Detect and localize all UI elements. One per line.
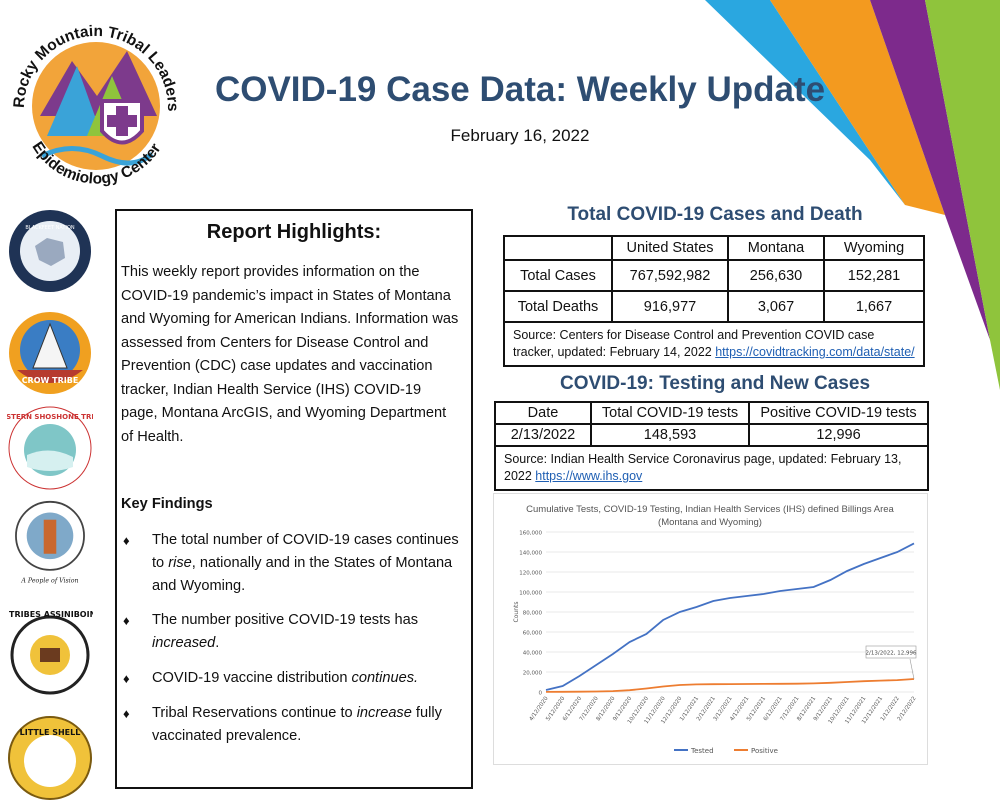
fort-peck-text: FT. PECK TRIBES ASSINIBOINE SIOUX: [7, 610, 93, 619]
report-date: February 16, 2022: [450, 126, 590, 145]
finding-item: ♦ The number positive COVID-19 tests has …: [121, 609, 467, 655]
ihs-source-link[interactable]: https://www.ihs.gov: [535, 469, 643, 483]
table-row: Total Cases 767,592,982 256,630 152,281: [503, 259, 925, 292]
finding-item: ♦ The total number of COVID-19 cases cont…: [121, 529, 467, 598]
key-findings-heading: Key Findings: [121, 496, 213, 512]
deco-purple-stripe: [870, 0, 990, 340]
y-tick-label: 40,000: [523, 651, 543, 657]
annotation-leader: [909, 658, 915, 680]
key-findings-list: ♦ The total number of COVID-19 cases cont…: [121, 529, 467, 748]
diamond-bullet-icon: ♦: [123, 706, 130, 721]
column-header: Positive COVID-19 tests: [748, 401, 929, 425]
y-tick-label: 0: [539, 691, 543, 697]
testing-source-text: Source: Indian Health Service Coronaviru…: [504, 452, 902, 483]
legend-label-positive: Positive: [751, 747, 778, 755]
y-tick-label: 20,000: [523, 671, 543, 677]
table-cell: 1,667: [823, 290, 925, 323]
y-tick-label: 100,000: [519, 591, 542, 597]
little-shell-logo: LITTLE SHELL: [8, 716, 92, 800]
source-row: Source: Centers for Disease Control and …: [503, 321, 925, 367]
corner-decoration: [705, 0, 1000, 390]
testing-table-title: COVID-19: Testing and New Cases: [559, 373, 871, 394]
diamond-bullet-icon: ♦: [123, 613, 130, 628]
eastern-shoshone-text: EASTERN SHOSHONE TRIBE: [7, 413, 93, 421]
blackfeet-text: BLACKFEET NATION: [25, 225, 75, 231]
table-cell: 256,630: [727, 259, 825, 292]
testing-chart: Cumulative Tests, COVID-19 Testing, Indi…: [493, 493, 928, 765]
diamond-bullet-icon: ♦: [123, 533, 130, 548]
fort-peck-tribes-logo: FT. PECK TRIBES ASSINIBOINE SIOUX: [7, 610, 93, 695]
table-row: Total Deaths 916,977 3,067 1,667: [503, 290, 925, 323]
cases-corner-cell: [503, 235, 613, 261]
y-tick-label: 160,000: [519, 531, 542, 537]
finding-item: ♦ COVID-19 vaccine distribution continues…: [121, 667, 467, 690]
annotation-label: 2/13/2022, 12,996: [866, 651, 917, 657]
cases-table-title: Total COVID-19 Cases and Death: [567, 204, 863, 225]
legend-label-tested: Tested: [690, 747, 714, 755]
y-tick-label: 140,000: [519, 551, 542, 557]
highlights-intro: This weekly report provides information …: [121, 264, 459, 445]
table-cell: 148,593: [590, 423, 750, 447]
chart-title: Cumulative Tests, COVID-19 Testing, Indi…: [526, 504, 894, 515]
y-axis-label: Counts: [513, 602, 520, 623]
page-title: COVID-19 Case Data: Weekly Update: [214, 70, 826, 109]
y-tick-label: 80,000: [523, 611, 543, 617]
cskt-logo: A People of Vision: [15, 500, 85, 584]
table-cell: 2/13/2022: [494, 423, 592, 447]
chart-svg: Cumulative Tests, COVID-19 Testing, Indi…: [513, 504, 918, 755]
deco-orange-stripe: [770, 0, 945, 215]
blackfeet-nation-logo: BLACKFEET NATION: [9, 210, 91, 292]
deco-green-stripe: [925, 0, 1000, 390]
column-header: United States: [611, 235, 729, 261]
column-header: Date: [494, 401, 592, 425]
row-label: Total Deaths: [503, 290, 613, 323]
column-header: Wyoming: [823, 235, 925, 261]
eastern-shoshone-logo: EASTERN SHOSHONE TRIBE: [7, 406, 93, 490]
cskt-motto: A People of Vision: [20, 577, 78, 584]
finding-item: ♦ Tribal Reservations continue to increas…: [121, 702, 467, 748]
testing-header-row: Date Total COVID-19 tests Positive COVID…: [494, 401, 929, 425]
y-tick-label: 60,000: [523, 631, 543, 637]
cases-header-row: United States Montana Wyoming: [503, 235, 925, 261]
highlights-heading: Report Highlights:: [206, 221, 382, 243]
table-row: 2/13/2022 148,593 12,996: [494, 423, 929, 447]
cases-table: United States Montana Wyoming Total Case…: [503, 235, 925, 367]
table-cell: 3,067: [727, 290, 825, 323]
cases-source-text: Source: Centers for Disease Control and …: [513, 328, 875, 359]
y-tick-label: 120,000: [519, 571, 542, 577]
crow-tribe-logo: CROW TRIBE: [9, 312, 91, 394]
column-header: Montana: [727, 235, 825, 261]
cdc-source-link[interactable]: https://covidtracking.com/data/state/: [715, 345, 915, 359]
rmtlc-logo: Rocky Mountain Tribal Leaders Council Ep…: [2, 6, 181, 188]
table-cell: 152,281: [823, 259, 925, 292]
annotation-box: [865, 645, 917, 659]
little-shell-text: LITTLE SHELL: [20, 728, 81, 737]
row-label: Total Cases: [503, 259, 613, 292]
column-header: Total COVID-19 tests: [590, 401, 750, 425]
source-row: Source: Indian Health Service Coronaviru…: [494, 445, 929, 491]
series-line-positive: [545, 678, 915, 693]
cases-source-cell: Source: Centers for Disease Control and …: [503, 321, 925, 367]
series-line-tested: [545, 542, 915, 691]
crow-tribe-text: CROW TRIBE: [22, 376, 79, 385]
table-cell: 916,977: [611, 290, 729, 323]
table-cell: 12,996: [748, 423, 929, 447]
diamond-bullet-icon: ♦: [123, 671, 130, 686]
report-highlights-box: Report Highlights: This weekly report pr…: [115, 209, 473, 789]
chart-subtitle: (Montana and Wyoming): [658, 517, 762, 528]
testing-table: Date Total COVID-19 tests Positive COVID…: [494, 401, 929, 491]
table-cell: 767,592,982: [611, 259, 729, 292]
testing-source-cell: Source: Indian Health Service Coronaviru…: [494, 445, 929, 491]
